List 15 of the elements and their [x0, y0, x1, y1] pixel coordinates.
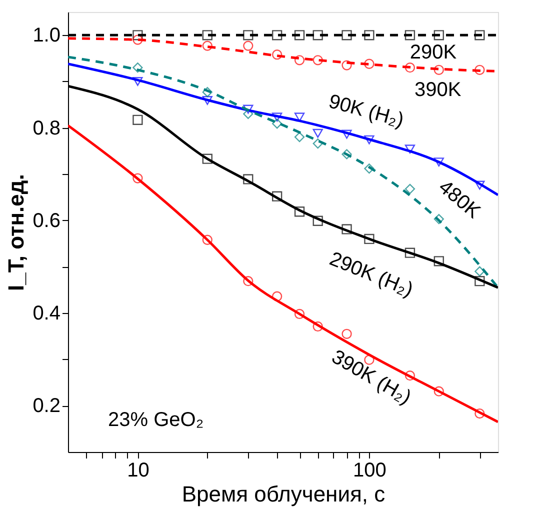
y-tick-label: 0.6 — [32, 210, 60, 232]
y-tick-label: 0.4 — [32, 302, 60, 325]
y-axis-title: I_T, отн.ед. — [4, 174, 29, 291]
series-label: 290K — [410, 41, 458, 64]
y-tick-label: 1.0 — [32, 24, 60, 47]
y-tick-label: 0.8 — [32, 117, 60, 140]
text: 90K (H₂) — [326, 90, 406, 132]
y-tick-label: 0.2 — [32, 395, 60, 418]
x-tick-label: 100 — [353, 460, 386, 482]
series-label: 390K — [414, 78, 462, 101]
text: 290K (H₂) — [326, 248, 416, 302]
x-axis-title: Время облучения, с — [182, 482, 386, 506]
annotation: 23% GeO₂ — [108, 409, 204, 431]
text: 390K (H₂) — [328, 346, 415, 409]
x-tick-label: 10 — [127, 460, 150, 482]
